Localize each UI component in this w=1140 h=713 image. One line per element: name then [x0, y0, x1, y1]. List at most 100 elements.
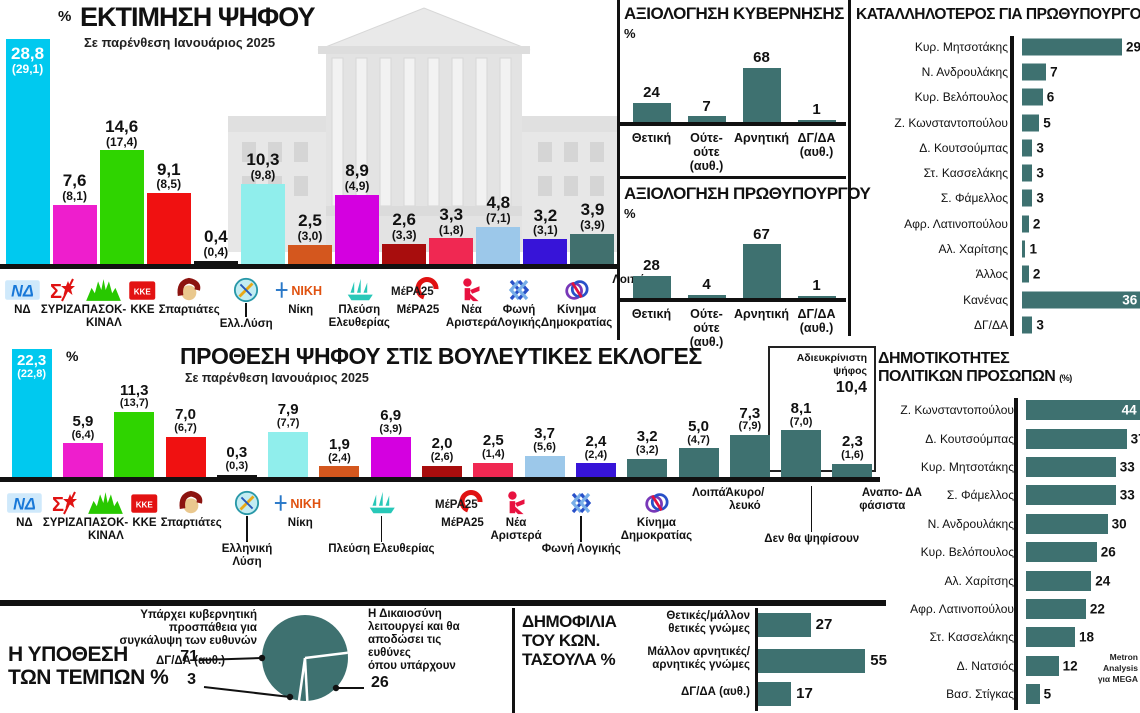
bar-value: 0,3 — [226, 444, 248, 462]
bar-column-loipa: 3,9 (3,9) — [569, 36, 616, 264]
intention-unit: % — [66, 348, 79, 364]
row-barwrap: 1 — [1016, 236, 1140, 261]
row-value: 7 — [1050, 64, 1058, 80]
logo-spartiates-icon — [175, 273, 203, 303]
bar-value: 7,0 — [175, 406, 196, 424]
bar-loipa — [627, 458, 668, 477]
pollster-watermark: Metron Analysis για MEGA — [1080, 652, 1138, 685]
tempi-title-line2: ΤΩΝ ΤΕΜΠΩΝ % — [8, 665, 169, 689]
row-value: 2 — [1032, 266, 1041, 282]
logo-mera25-icon: ΜέΡΑ25 — [390, 273, 446, 303]
tasoulas-value-dg-da: 17 — [796, 685, 813, 702]
tasoulas-value-positive: 27 — [815, 616, 833, 633]
divider-horizontal-1 — [618, 176, 846, 179]
category-oute-oute: Ούτε-ούτε (αυθ.) — [679, 130, 734, 173]
row-charitsis: Αλ. Χαρίτσης 24 — [856, 566, 1140, 594]
gov-eval-axis-line — [620, 122, 846, 126]
legend-item-kinima-dimokratias: Κίνημα Δημοκρατίας — [541, 273, 612, 339]
bar-kke — [146, 193, 191, 264]
bar-value-label: 3,3 (1,8) — [438, 204, 464, 237]
logo-plefsi-icon — [366, 486, 398, 516]
row-bar — [1026, 655, 1059, 676]
tasoulas-value-negative: 55 — [870, 652, 887, 669]
row-velopoulos: Κυρ. Βελόπουλος 26 — [856, 538, 1140, 566]
popularity-rows: Ζ. Κωνσταντοπούλου 44 Δ. Κουτσούμπας 37 Κυρ.… — [856, 396, 1140, 708]
logo-niki-icon: ΝΙΚΗ — [272, 486, 328, 516]
row-charitsis: Αλ. Χαρίτσης 1 — [856, 236, 1140, 261]
svg-text:Σ: Σ — [52, 494, 64, 516]
bar-value-label: 0,3 (0,3) — [226, 445, 249, 472]
legend-item-pasok: ΠΑΣΟΚ- ΚΙΝΑΛ — [84, 486, 128, 598]
category-label: Θετική — [631, 131, 672, 145]
bar-column-syriza: 5,9 (6,4) — [57, 340, 108, 477]
bar-column-pasok: 11,3 (13,7) — [109, 340, 160, 477]
row-value: 5 — [1043, 686, 1052, 702]
bar-arnitiki — [742, 67, 781, 122]
row-bar — [1026, 513, 1108, 534]
row-bar — [1026, 485, 1116, 506]
bar-column-akyro-lefko: 5,0 (4,7) — [673, 340, 724, 477]
legend-label: Λοιπά — [692, 487, 726, 499]
bar-column-spartiates: 0,3 (0,3) — [211, 340, 262, 477]
logo-nd-icon: ΝΔ — [6, 486, 43, 516]
bar-column-spartiates: 0,4 (0,4) — [192, 36, 239, 264]
bar-prev-value: (1,8) — [438, 222, 464, 237]
row-value: 37 — [1130, 431, 1140, 447]
bar-column-mera25: 2,0 (2,6) — [416, 340, 467, 477]
legend-label: ΣΥΡΙΖΑ — [42, 517, 84, 529]
bar-column-dg-da: 1 — [789, 62, 844, 122]
tasoulas-label-negative: Μάλλον αρνητικές/αρνητικές γνώμες — [647, 646, 750, 671]
legend-item-nea-aristera: Νέα Αριστερά — [490, 486, 542, 598]
bar-column-niki: 1,9 (2,4) — [314, 340, 365, 477]
row-kasselakis: Στ. Κασσελάκης 18 — [856, 623, 1140, 651]
pm-eval-bar-plot: 28 4 67 1 — [624, 226, 844, 298]
bar-prev-value: (4,9) — [344, 179, 370, 193]
bar-syriza — [52, 204, 97, 264]
bar-prev-value: (6,7) — [174, 422, 197, 435]
row-value: 26 — [1100, 544, 1116, 560]
row-label: Κυρ. Βελόπουλος — [920, 545, 1014, 560]
bar-value-label: 2,5 (3,0) — [298, 212, 323, 242]
category-label: Αρνητική — [734, 307, 790, 321]
bar-prev-value: (7,0) — [789, 415, 813, 428]
tempi-slice3-label: ΔΓ/ΔΑ (αυθ.) — [120, 655, 225, 668]
row-value: 6 — [1046, 89, 1055, 105]
bar-prev-value: (1,6) — [841, 449, 864, 462]
bar-value-label: 3,7 (5,6) — [533, 426, 556, 453]
row-latinopoulou: Αφρ. Λατινοπούλου 2 — [856, 211, 1140, 236]
tasoulas-title: ΔΗΜΟΦΙΛΙΑ ΤΟΥ ΚΩΝ. ΤΑΣΟΥΛΑ % — [522, 612, 617, 669]
bar-column-mera25: 2,6 (3,3) — [381, 36, 428, 264]
gov-eval-unit: % — [624, 26, 636, 41]
row-label: Σ. Φάμελλος — [946, 488, 1014, 503]
bar-prev-value: (7,7) — [276, 417, 300, 430]
category-dg-da: ΔΓ/ΔΑ (αυθ.) — [789, 306, 844, 349]
row-androulakis: Ν. Ανδρουλάκης 30 — [856, 510, 1140, 538]
logo-foni-logikis-icon — [564, 486, 598, 516]
legend-label: Σπαρτιάτες — [160, 517, 222, 529]
legend-item-kke: ΚΚΕ ΚΚΕ — [126, 273, 159, 339]
row-label: Άλλος — [975, 267, 1008, 282]
legend-label: Νέα Αριστερά — [445, 304, 498, 329]
row-label: Κυρ. Βελόπουλος — [914, 90, 1008, 105]
bar-dg-da — [797, 119, 836, 122]
estimate-subtitle: Σε παρένθεση Ιανουάριος 2025 — [84, 35, 276, 50]
callout-line: προσπάθεια για — [168, 621, 257, 634]
bar-value: 11,3 — [120, 381, 149, 399]
legend-item-elliniki-lysi: Ελληνική Λύση — [222, 486, 272, 598]
bar-prev-value: (29,1) — [11, 61, 44, 76]
best-pm-axis-line — [1010, 36, 1014, 336]
row-label: Αλ. Χαρίτσης — [938, 242, 1008, 257]
logo-pasok-icon — [84, 273, 123, 303]
row-label: Ζ. Κωνσταντοπούλου — [894, 115, 1008, 130]
bar-prev-value: (3,3) — [391, 228, 417, 243]
row-kanenas: Κανένας 36 — [856, 287, 1140, 312]
bar-column-pasok: 14,6 (17,4) — [98, 36, 145, 264]
bar-value: 2,5 — [298, 211, 322, 231]
bar-nd — [5, 39, 50, 264]
bar-value-label: 67 — [753, 226, 770, 243]
intention-bar-plot: 22,3 (22,8) 5,9 (6,4) 11,3 (13,7) 7,0 (6,7) 0,3(… — [6, 340, 878, 477]
bar-value: 3,3 — [439, 204, 464, 224]
row-barwrap: 26 — [1022, 538, 1140, 566]
row-value: 3 — [1036, 317, 1044, 333]
category-label: ΔΓ/ΔΑ (αυθ.) — [797, 131, 836, 159]
